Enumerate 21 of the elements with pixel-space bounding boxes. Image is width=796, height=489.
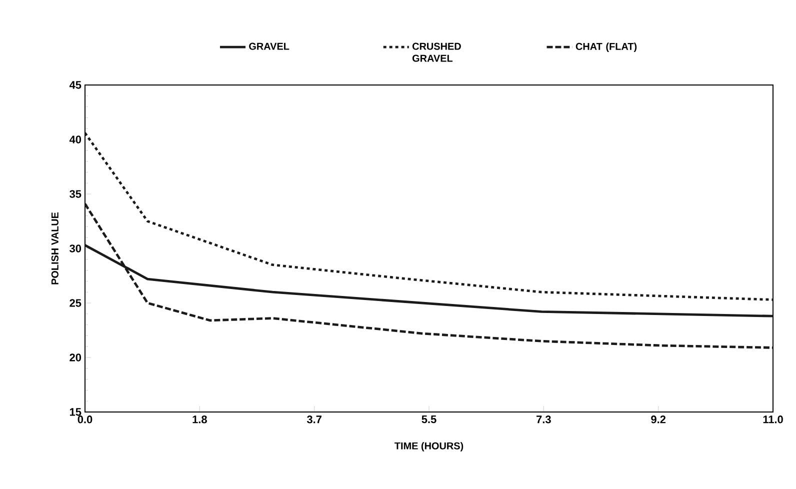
y-tick-label: 15 [70, 408, 82, 416]
x-tick-label: 9.2 [651, 416, 666, 424]
legend-label: GRAVEL [249, 42, 290, 50]
y-tick-label: 40 [69, 136, 82, 144]
legend-label: CHAT (FLAT) [576, 42, 637, 52]
y-tick-label: 30 [70, 244, 82, 252]
x-tick-label: 1.8 [192, 416, 207, 424]
x-tick-label: 7.3 [536, 416, 551, 424]
x-axis-title: TIME (HOURS) [394, 442, 464, 452]
line-series [85, 202, 774, 349]
x-tick-label: 0.0 [78, 416, 92, 424]
legend-label: CRUSHED GRAVEL [412, 42, 461, 62]
line-series [85, 132, 774, 301]
y-axis-title: POLISH VALUE [51, 212, 58, 284]
y-tick-label: 25 [70, 299, 82, 307]
x-tick-label: 3.7 [306, 416, 322, 424]
x-tick-label: 5.5 [422, 416, 436, 424]
y-tick-label: 20 [70, 354, 82, 362]
x-tick-label: 11.0 [763, 416, 783, 424]
y-tick-label: 35 [70, 190, 82, 198]
y-tick-label: 45 [69, 81, 82, 89]
